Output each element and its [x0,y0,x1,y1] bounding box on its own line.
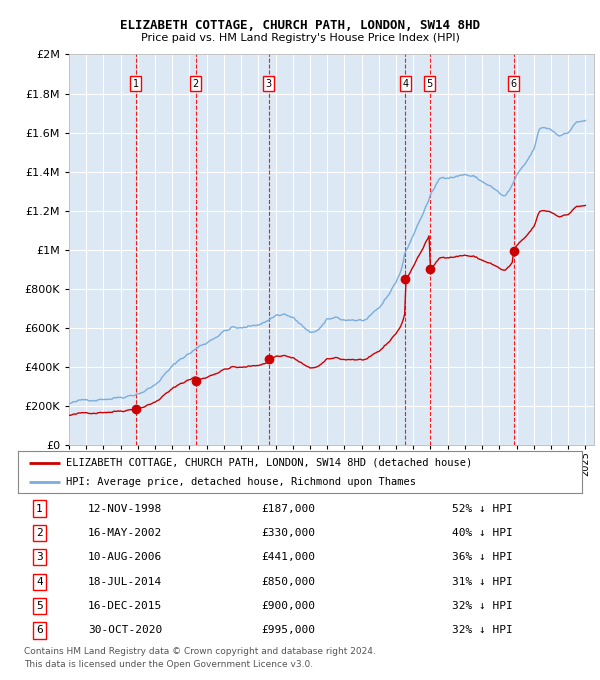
Text: 4: 4 [402,79,409,88]
Text: 32% ↓ HPI: 32% ↓ HPI [452,626,513,635]
Text: 2: 2 [193,79,199,88]
Text: 18-JUL-2014: 18-JUL-2014 [88,577,162,587]
Text: ELIZABETH COTTAGE, CHURCH PATH, LONDON, SW14 8HD (detached house): ELIZABETH COTTAGE, CHURCH PATH, LONDON, … [66,458,472,468]
Text: 52% ↓ HPI: 52% ↓ HPI [452,504,513,513]
Text: 4: 4 [36,577,43,587]
Text: £187,000: £187,000 [262,504,316,513]
Text: 3: 3 [266,79,272,88]
Text: 40% ↓ HPI: 40% ↓ HPI [452,528,513,538]
Text: 2: 2 [36,528,43,538]
Text: 1: 1 [36,504,43,513]
Text: £330,000: £330,000 [262,528,316,538]
Text: Contains HM Land Registry data © Crown copyright and database right 2024.: Contains HM Land Registry data © Crown c… [24,647,376,656]
Text: Price paid vs. HM Land Registry's House Price Index (HPI): Price paid vs. HM Land Registry's House … [140,33,460,43]
Text: This data is licensed under the Open Government Licence v3.0.: This data is licensed under the Open Gov… [24,660,313,668]
Text: ELIZABETH COTTAGE, CHURCH PATH, LONDON, SW14 8HD: ELIZABETH COTTAGE, CHURCH PATH, LONDON, … [120,19,480,32]
Text: 16-MAY-2002: 16-MAY-2002 [88,528,162,538]
Text: £441,000: £441,000 [262,552,316,562]
Text: 1: 1 [133,79,139,88]
Text: 16-DEC-2015: 16-DEC-2015 [88,601,162,611]
Text: £900,000: £900,000 [262,601,316,611]
Text: 5: 5 [427,79,433,88]
Text: 6: 6 [511,79,517,88]
Text: 30-OCT-2020: 30-OCT-2020 [88,626,162,635]
Text: 3: 3 [36,552,43,562]
Text: 5: 5 [36,601,43,611]
Text: 36% ↓ HPI: 36% ↓ HPI [452,552,513,562]
Text: 6: 6 [36,626,43,635]
Text: 12-NOV-1998: 12-NOV-1998 [88,504,162,513]
Text: 10-AUG-2006: 10-AUG-2006 [88,552,162,562]
Text: £850,000: £850,000 [262,577,316,587]
Text: 31% ↓ HPI: 31% ↓ HPI [452,577,513,587]
Text: £995,000: £995,000 [262,626,316,635]
Text: HPI: Average price, detached house, Richmond upon Thames: HPI: Average price, detached house, Rich… [66,477,416,487]
Text: 32% ↓ HPI: 32% ↓ HPI [452,601,513,611]
